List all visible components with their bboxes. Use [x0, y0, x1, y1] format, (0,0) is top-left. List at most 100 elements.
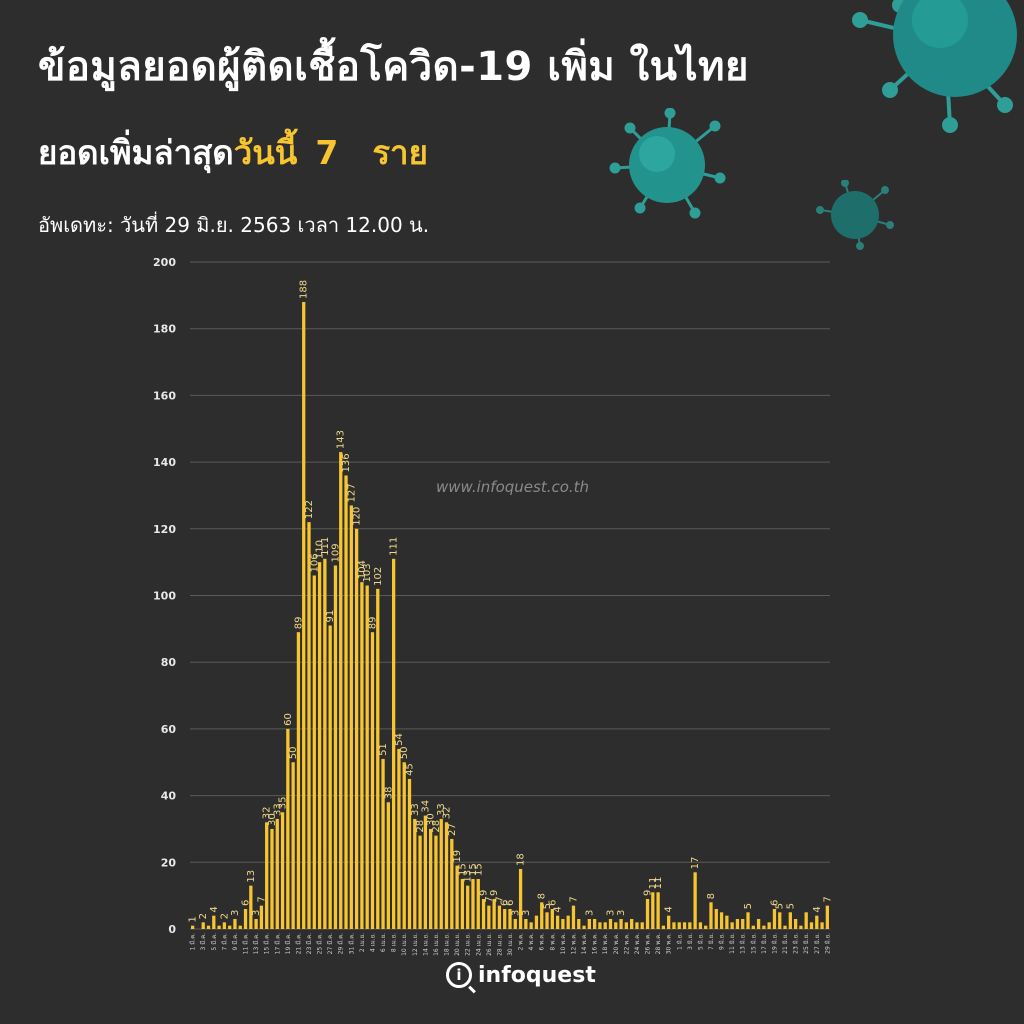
x-tick-label: 26 พ.ค.: [645, 933, 652, 954]
bar: [370, 632, 375, 929]
data-label: 3: [616, 910, 627, 916]
bar: [376, 588, 380, 929]
x-tick-label: 16 เม.ย.: [433, 933, 440, 956]
data-label: 18: [516, 853, 527, 866]
bar: [688, 922, 692, 929]
data-label: 13: [463, 870, 474, 883]
data-label: 2: [198, 913, 209, 919]
bar: [640, 922, 644, 929]
data-label: 34: [420, 800, 431, 813]
bar: [402, 762, 406, 929]
data-label: 35: [278, 797, 289, 810]
data-label: 5: [542, 903, 553, 909]
x-tick-label: 11 มี.ค.: [242, 933, 250, 954]
bar: [413, 818, 417, 929]
data-label: 15: [473, 863, 484, 876]
bar: [714, 908, 718, 929]
data-label: 51: [378, 743, 389, 756]
bar: [466, 885, 470, 929]
update-timestamp: อัพเดทะ: วันที่ 29 มิ.ย. 2563 เวลา 12.00…: [38, 213, 430, 237]
bar: [550, 908, 554, 929]
subtitle: ยอดเพิ่มล่าสุดวันนี้ 7 ราย: [38, 126, 428, 179]
bar: [201, 922, 205, 929]
data-label: 45: [405, 763, 416, 776]
bar: [434, 835, 438, 929]
data-label: 110: [315, 540, 326, 559]
data-label: 15: [457, 863, 468, 876]
data-label: 188: [299, 280, 310, 299]
data-label: 30: [267, 813, 278, 826]
data-label: 122: [304, 500, 315, 519]
data-label: 4: [664, 906, 675, 912]
x-tick-label: 2 เม.ย.: [359, 933, 366, 952]
bar: [407, 778, 412, 929]
data-label: 7: [822, 896, 833, 902]
x-tick-label: 6 พ.ค.: [539, 933, 546, 951]
data-label: 11: [653, 877, 664, 890]
x-tick-label: 25 มี.ค.: [316, 933, 324, 954]
data-label: 30: [426, 813, 437, 826]
data-label: 54: [394, 733, 405, 746]
data-label: 38: [383, 787, 394, 800]
x-tick-label: 12 เม.ย.: [412, 933, 419, 956]
x-tick-label: 19 มิ.ย.: [771, 933, 778, 954]
data-label: 1: [188, 916, 199, 922]
data-label: 33: [272, 803, 283, 816]
bar: [481, 898, 486, 929]
bar: [476, 878, 480, 929]
x-tick-label: 29 มี.ค.: [337, 933, 345, 954]
x-tick-label: 31 มี.ค.: [347, 933, 355, 954]
bar: [778, 912, 782, 929]
bar: [735, 918, 740, 929]
data-label: 109: [330, 543, 341, 562]
x-tick-label: 22 เม.ย.: [465, 933, 472, 956]
data-label: 3: [251, 910, 262, 916]
bar: [704, 925, 708, 929]
x-tick-label: 20 เม.ย.: [454, 933, 461, 956]
bar: [487, 905, 491, 929]
x-tick-label: 18 พ.ค.: [602, 933, 609, 954]
x-tick-label: 13 มี.ค.: [252, 933, 260, 954]
data-label: 9: [479, 890, 490, 896]
bar: [730, 922, 734, 929]
data-label: 17: [690, 857, 701, 870]
data-label: 3: [584, 910, 595, 916]
bar: [339, 452, 343, 929]
bar: [804, 912, 808, 929]
bar: [529, 922, 533, 929]
bar: [333, 565, 338, 929]
bar: [386, 802, 390, 929]
virus-medium-icon: [609, 108, 726, 219]
bar: [534, 915, 539, 929]
bar: [460, 878, 465, 929]
subtitle-prefix: ยอดเพิ่มล่าสุด: [38, 133, 234, 172]
x-tick-label: 16 พ.ค.: [592, 933, 599, 954]
data-label: 4: [553, 906, 564, 912]
bar: [228, 925, 232, 929]
y-tick-label: 20: [161, 856, 177, 869]
x-tick-label: 30 เม.ย.: [507, 933, 514, 956]
x-tick-label: 7 มี.ค.: [220, 933, 228, 951]
data-label: 32: [262, 807, 273, 820]
x-tick-label: 1 มิ.ย.: [676, 933, 683, 950]
bar: [497, 905, 502, 929]
bar: [651, 892, 655, 929]
bar: [323, 558, 327, 929]
bar: [328, 625, 332, 929]
data-label: 111: [320, 537, 331, 556]
bar: [667, 915, 671, 929]
data-label: 6: [505, 900, 516, 906]
bar: [693, 872, 697, 929]
data-label: 7: [256, 896, 267, 902]
y-tick-label: 0: [168, 923, 176, 936]
bar: [672, 922, 676, 929]
bar: [820, 922, 824, 929]
bar: [206, 925, 211, 929]
y-tick-label: 180: [153, 323, 176, 336]
bar: [809, 922, 814, 929]
y-tick-label: 40: [161, 790, 177, 803]
data-label: 33: [436, 803, 447, 816]
bar: [555, 915, 560, 929]
x-tick-label: 27 มี.ค.: [326, 933, 334, 954]
